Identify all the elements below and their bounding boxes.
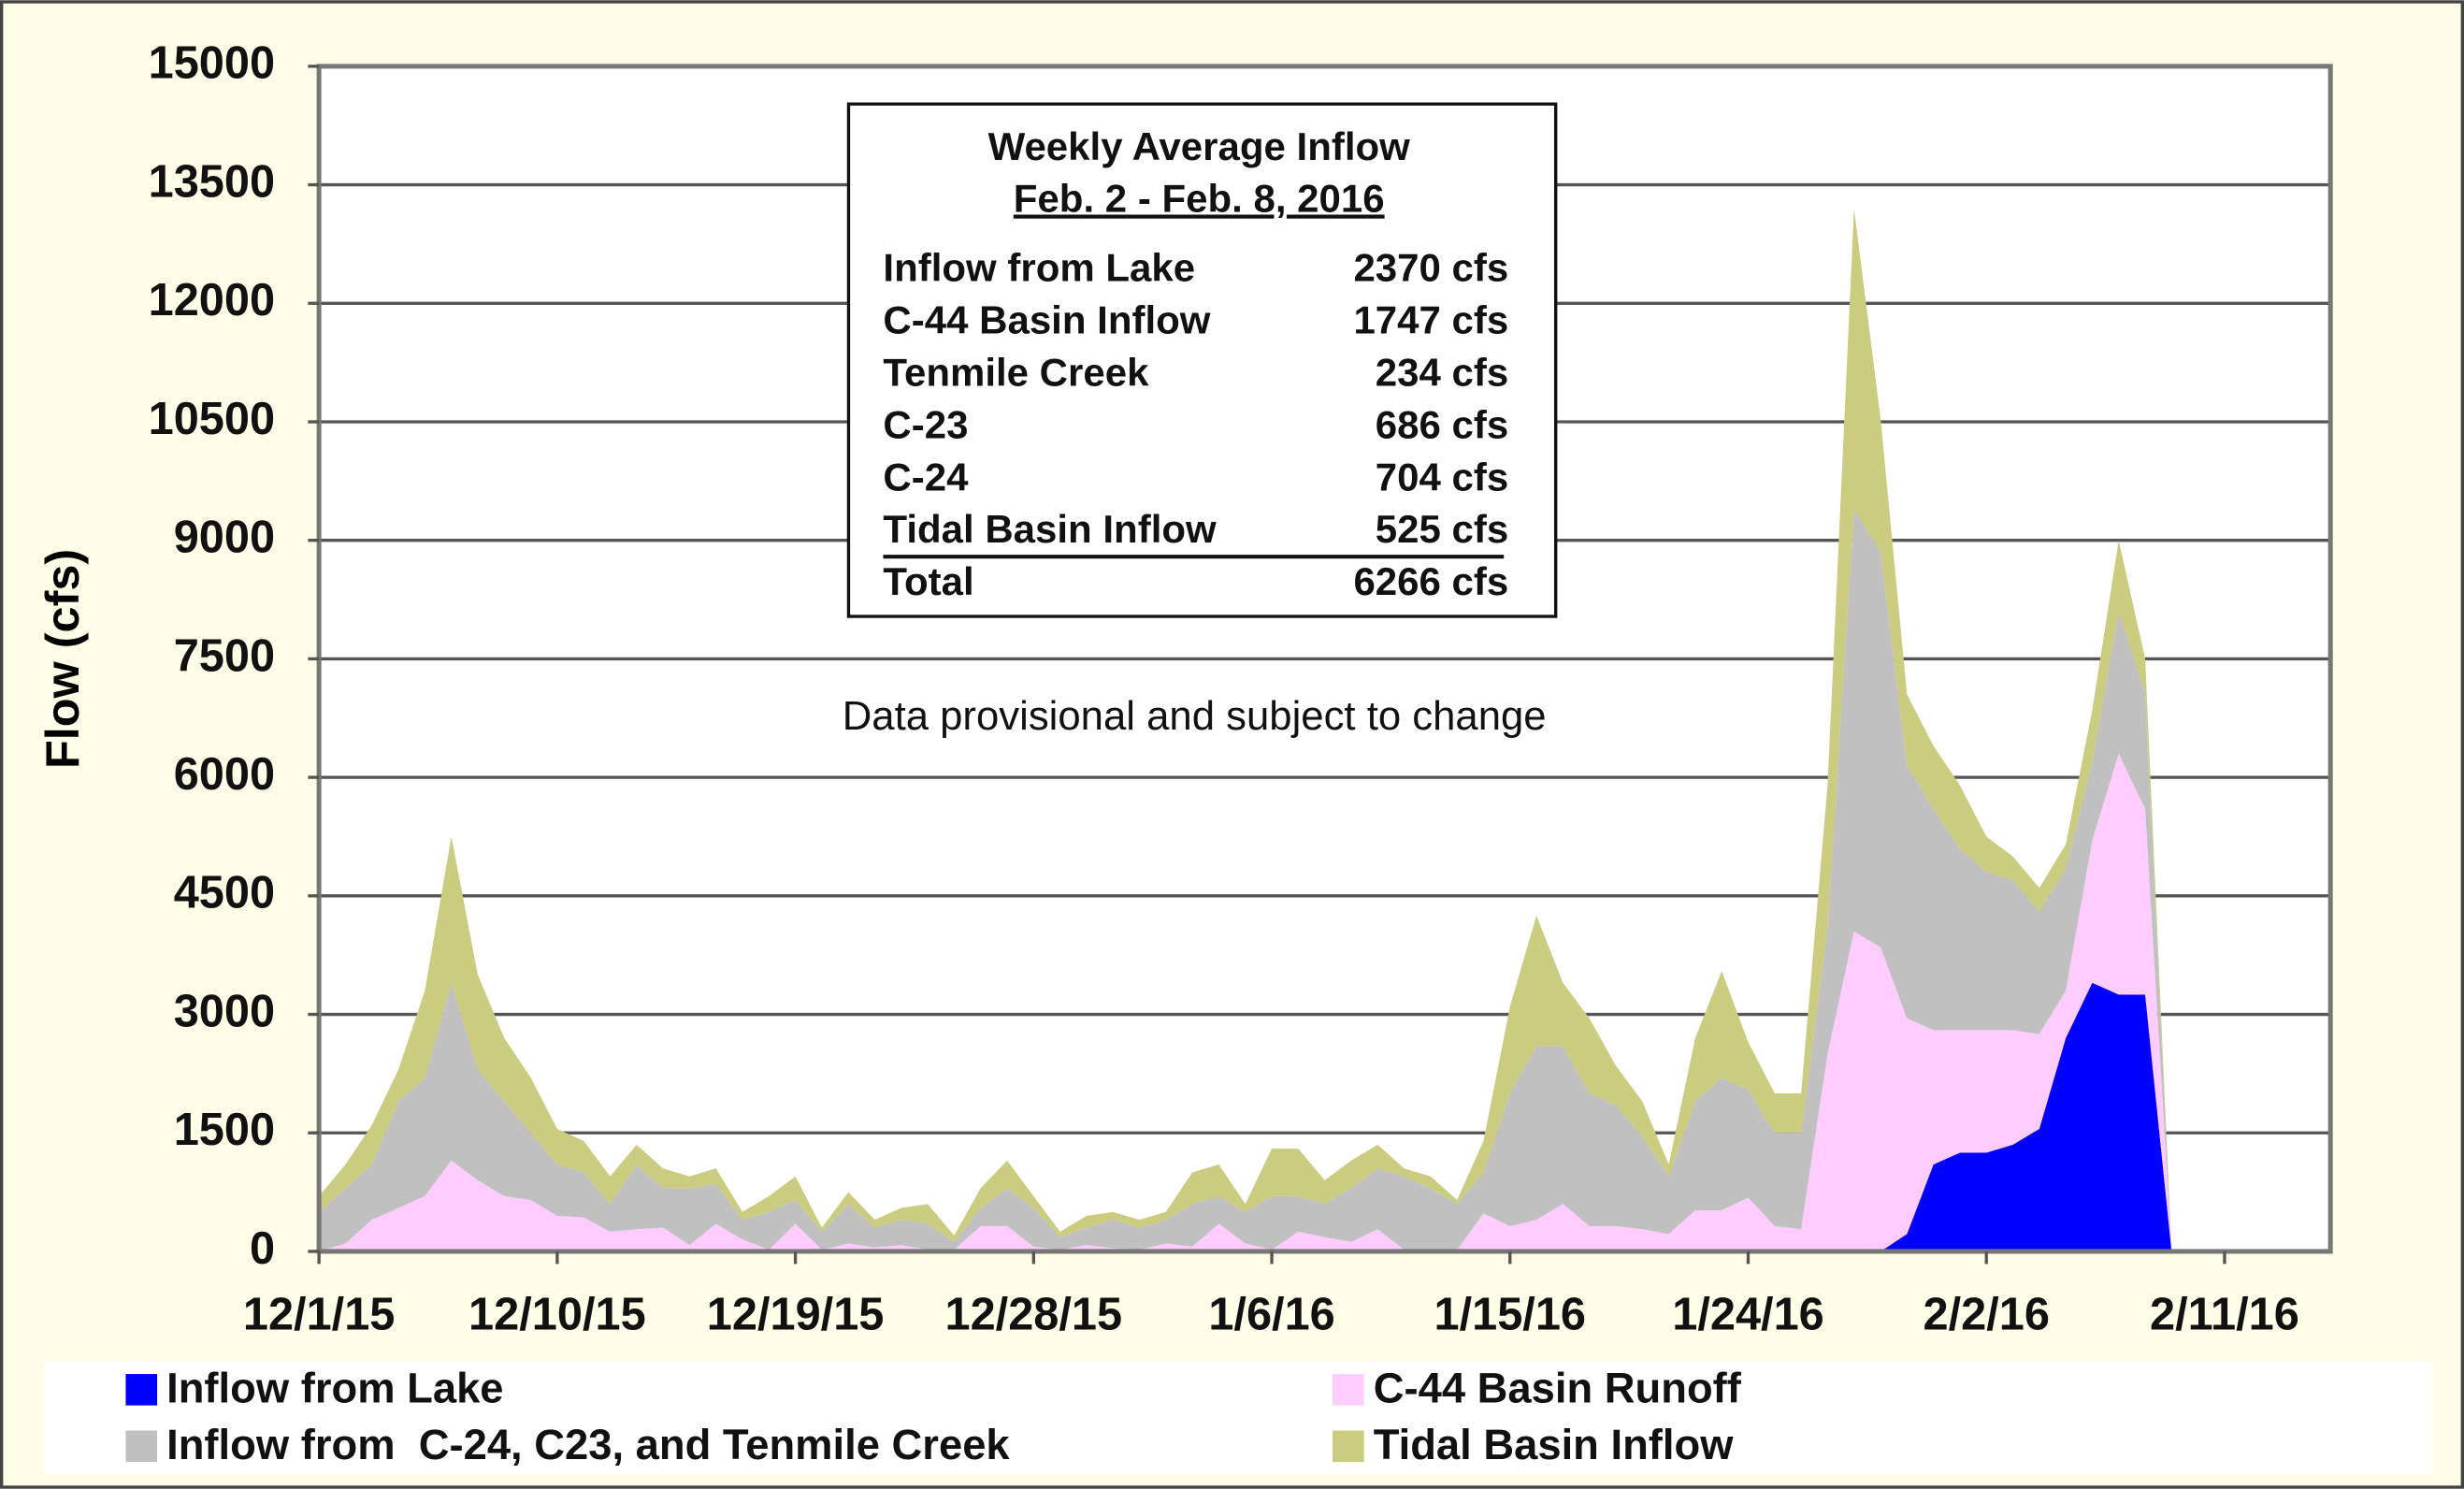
inset-row-value: 1747 cfs [1353,297,1508,341]
legend-label: Inflow from C-24, C23, and Tenmile Creek [166,1421,1010,1468]
inset-row-label: Inflow from Lake [883,245,1195,289]
y-tick-label: 4500 [174,868,275,918]
inset-row-label: Total [883,559,973,603]
y-tick-label: 0 [250,1223,275,1274]
legend-swatch [125,1430,158,1463]
areas [319,208,2172,1251]
x-tick-label: 12/10/15 [468,1289,646,1339]
y-tick-label: 10500 [149,394,275,444]
x-tick-label: 12/19/15 [707,1289,885,1339]
x-tick-label: 12/28/15 [944,1289,1122,1339]
y-tick-label: 9000 [174,513,275,563]
legend-swatch [1333,1430,1364,1463]
inset-row-label: C-44 Basin Inflow [883,297,1210,341]
area [319,982,2172,1251]
y-tick-label: 7500 [174,630,275,681]
area [319,508,2172,1251]
legend-swatch [1333,1374,1364,1406]
y-tick-label: 1500 [174,1105,275,1155]
x-tick-label: 12/1/15 [243,1289,396,1339]
legend: Inflow from Lake C-44 Basin Runoff Inflow … [125,1365,1742,1468]
x-tick-label: 2/11/16 [2150,1289,2299,1339]
inset-title: Weekly Average Inflow [988,124,1411,168]
inset-row-label: Tidal Basin Inflow [883,507,1217,551]
annotation: Data provisional and subject to change [843,693,1547,739]
x-tick-label: 2/2/16 [1923,1289,2049,1339]
inset-row-value: 686 cfs [1376,402,1508,446]
inset-row-value: 704 cfs [1376,455,1508,499]
legend-box [44,1361,2433,1475]
inset-row-label: C-24 [883,455,969,499]
inset-box [846,102,1558,618]
x-tick-label: 1/24/16 [1672,1289,1824,1339]
inset-subtitle: Feb. 2 - Feb. 8, 2016 [1014,176,1385,220]
inset-row-value: 6266 cfs [1353,559,1508,603]
y-tick-label: 12000 [149,275,275,325]
y-tick-label: 15000 [149,38,275,89]
inset-row-label: Tenmile Creek [883,350,1149,394]
legend-label: Inflow from Lake [166,1365,503,1412]
legend-label: C-44 Basin Runoff [1374,1365,1742,1412]
inset-table: Weekly Average Inflow Feb. 2 - Feb. 8, 2… [846,102,1558,618]
inset-row-value: 2370 cfs [1353,245,1508,289]
x-tick-label: 1/15/16 [1434,1289,1586,1339]
y-tick-label: 6000 [174,749,275,800]
y-tick-label: 3000 [174,986,275,1036]
legend-swatch [125,1374,158,1406]
y-axis-label: Flow (cfs) [36,549,89,769]
inset-row-value: 525 cfs [1376,507,1508,551]
y-tick-label: 13500 [149,156,275,207]
inset-row-value: 234 cfs [1376,350,1508,394]
inset-row-label: C-23 [883,402,968,446]
x-tick-label: 1/6/16 [1208,1289,1334,1339]
area [319,753,2172,1251]
legend-label: Tidal Basin Inflow [1374,1421,1734,1468]
axes: 0 1500 3000 4500 6000 7500 9000 10500 12000 13500… [149,38,2299,1340]
